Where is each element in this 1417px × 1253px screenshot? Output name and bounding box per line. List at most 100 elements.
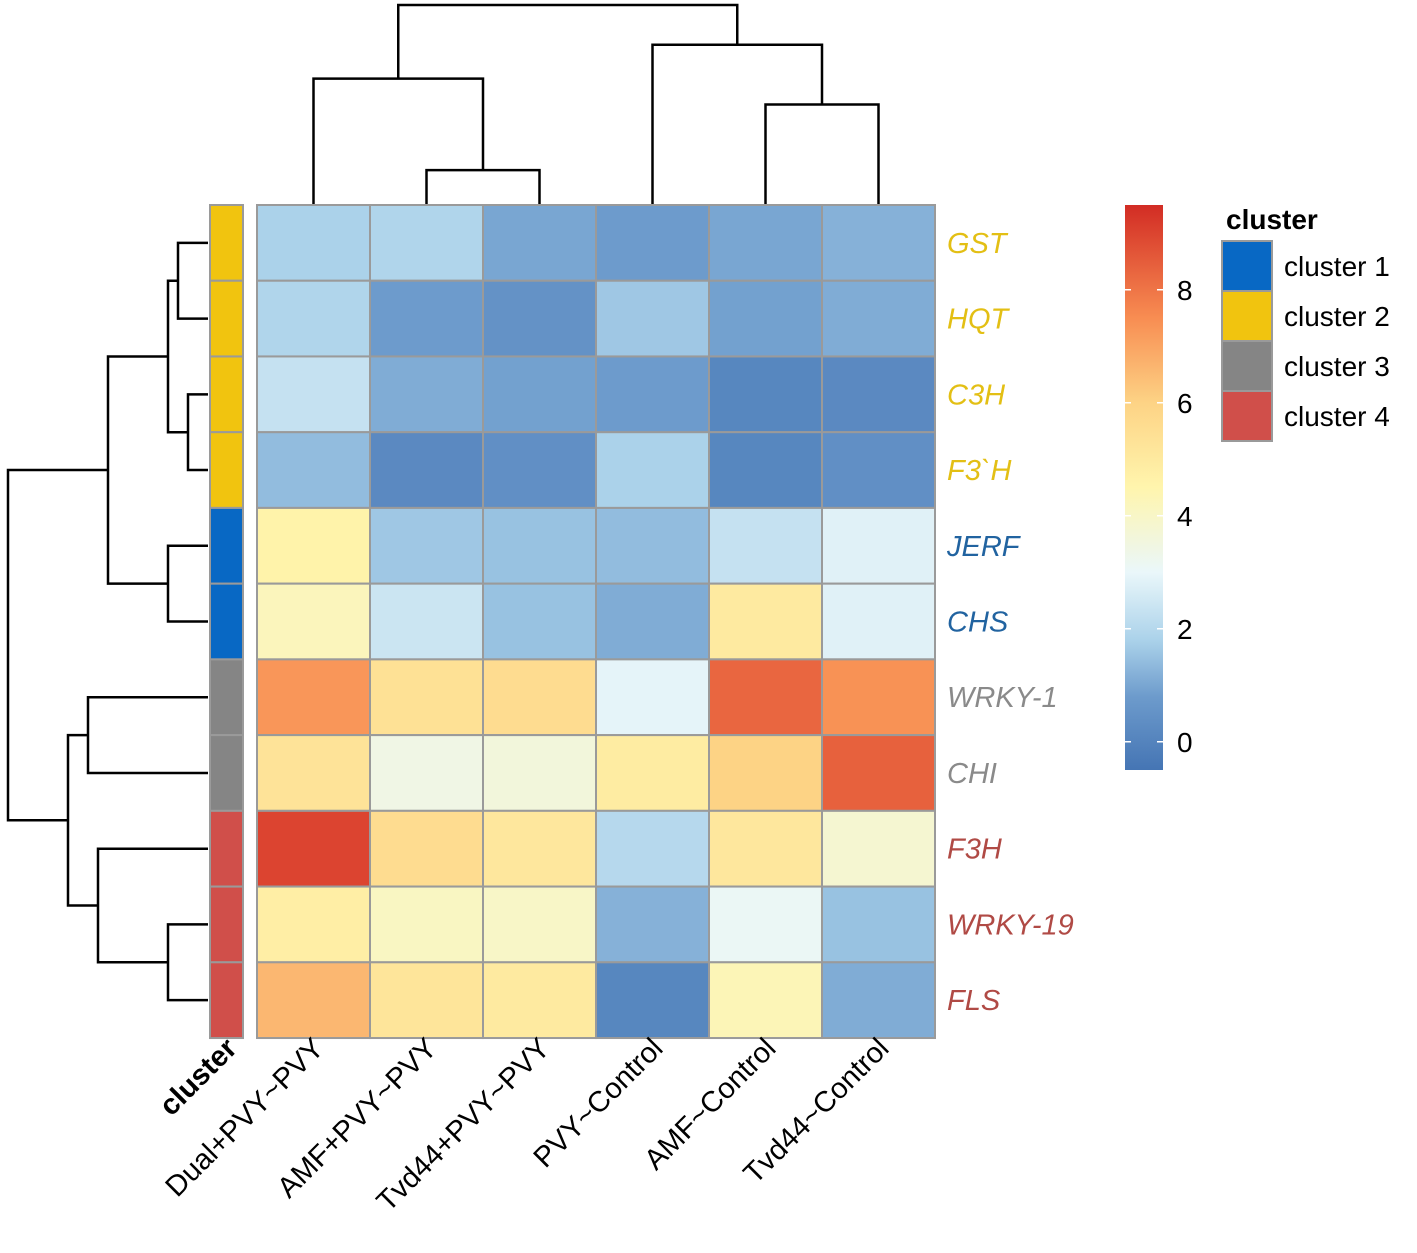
heatmap-cell <box>708 204 823 282</box>
row-label: F3`H <box>947 455 1012 487</box>
heatmap-cell <box>482 734 597 812</box>
heatmap-cell <box>595 506 710 585</box>
cluster-annotation-cell <box>209 885 244 964</box>
row-dendrogram-branch <box>106 355 168 585</box>
heatmap-cell <box>821 204 936 282</box>
row-dendrogram-branch <box>166 923 208 1002</box>
cluster-annotation-cell <box>209 809 244 888</box>
legend-swatch <box>1221 340 1273 392</box>
heatmap-cell <box>256 355 371 434</box>
cluster-annotation-cell <box>209 734 244 812</box>
heatmap-cell <box>369 506 484 585</box>
row-label: C3H <box>947 379 1005 411</box>
heatmap-cell <box>595 355 710 434</box>
column-dendrogram <box>312 3 880 204</box>
heatmap-cell <box>256 582 371 661</box>
cluster-annotation-cell <box>209 279 244 358</box>
column-dendrogram-branch <box>312 77 485 204</box>
column-dendrogram-branch <box>651 43 824 204</box>
heatmap-cell <box>708 582 823 661</box>
heatmap-cell <box>482 658 597 737</box>
heatmap-cell <box>256 885 371 964</box>
heatmap-cell <box>595 809 710 888</box>
heatmap-cell <box>482 809 597 888</box>
row-label: WRKY-19 <box>947 909 1074 941</box>
heatmap-cell <box>708 885 823 964</box>
heatmap-cell <box>595 961 710 1040</box>
colorbar-bar <box>1125 205 1163 770</box>
heatmap-cell <box>256 961 371 1040</box>
cluster-legend: cluster cluster 1 cluster 2 cluster 3 cluste… <box>1221 204 1390 442</box>
heatmap-cell <box>256 809 371 888</box>
row-label: FLS <box>947 985 1001 1017</box>
heatmap-cell <box>369 355 484 434</box>
colorbar-tick-label: 8 <box>1177 275 1193 306</box>
column-dendrogram-branch <box>764 103 880 204</box>
heatmap-cell <box>595 279 710 358</box>
row-dendrogram-branch <box>6 468 108 822</box>
heatmap-cell <box>482 355 597 434</box>
row-dendrogram-branch <box>176 241 208 320</box>
heatmap-cell <box>821 658 936 737</box>
row-label: F3H <box>947 834 1002 866</box>
heatmap-cell <box>595 885 710 964</box>
heatmap-cell <box>595 734 710 812</box>
row-dendrogram-branch <box>66 733 98 907</box>
row-labels: GST HQT C3H F3`H JERF CHS WRKY-1 CHI F3H WRKY-19 F… <box>946 228 1074 1017</box>
row-dendrogram-branch <box>86 695 208 775</box>
heatmap-cell <box>821 734 936 812</box>
heatmap-cell <box>821 809 936 888</box>
heatmap-cell <box>821 885 936 964</box>
heatmap-cell <box>256 431 371 509</box>
cluster-annotation-cell <box>209 506 244 585</box>
row-label: GST <box>947 228 1009 260</box>
heatmap-cell <box>369 582 484 661</box>
row-dendrogram-branch <box>96 847 208 964</box>
heatmap-cell <box>369 279 484 358</box>
heatmap-cell <box>256 658 371 737</box>
heatmap-cell <box>369 734 484 812</box>
heatmap-cell <box>256 734 371 812</box>
legend-swatch <box>1221 240 1273 292</box>
heatmap-cell <box>595 658 710 737</box>
heatmap-cell <box>708 431 823 509</box>
colorbar-tick-label: 6 <box>1177 388 1193 419</box>
cluster-annotation-cell <box>209 961 244 1040</box>
heatmap-cell <box>821 355 936 434</box>
column-dendrogram-branch <box>425 168 541 204</box>
cluster-annotation-cell <box>209 204 244 282</box>
row-label: WRKY-1 <box>947 682 1058 714</box>
heatmap-cells <box>256 204 936 1040</box>
row-label: CHI <box>947 758 997 790</box>
heatmap-cell <box>708 658 823 737</box>
heatmap-cell <box>482 204 597 282</box>
row-label: HQT <box>947 304 1011 336</box>
column-dendrogram-branch <box>397 3 739 79</box>
heatmap-cell <box>369 885 484 964</box>
heatmap-cell <box>708 355 823 434</box>
heatmap-cell <box>256 279 371 358</box>
colorbar: 0 2 4 6 8 <box>1125 205 1193 770</box>
heatmap-cell <box>595 204 710 282</box>
colorbar-tick-label: 2 <box>1177 614 1193 645</box>
heatmap-cell <box>369 961 484 1040</box>
heatmap-cell <box>708 809 823 888</box>
heatmap-cell <box>482 885 597 964</box>
heatmap-cell <box>821 431 936 509</box>
heatmap-cell <box>482 961 597 1040</box>
heatmap-cell <box>482 431 597 509</box>
heatmap-cell <box>708 506 823 585</box>
heatmap-cell <box>595 582 710 661</box>
heatmap-cell <box>821 961 936 1040</box>
legend-swatch <box>1221 390 1273 442</box>
cluster-annotation-bar <box>209 204 244 1040</box>
heatmap-cell <box>708 279 823 358</box>
row-label: CHS <box>947 607 1009 639</box>
row-dendrogram-branch <box>166 544 208 623</box>
heatmap-cell <box>256 204 371 282</box>
legend-label: cluster 3 <box>1284 351 1390 382</box>
row-dendrogram-branch <box>186 393 208 472</box>
heatmap-cell <box>708 961 823 1040</box>
heatmap-cell <box>708 734 823 812</box>
